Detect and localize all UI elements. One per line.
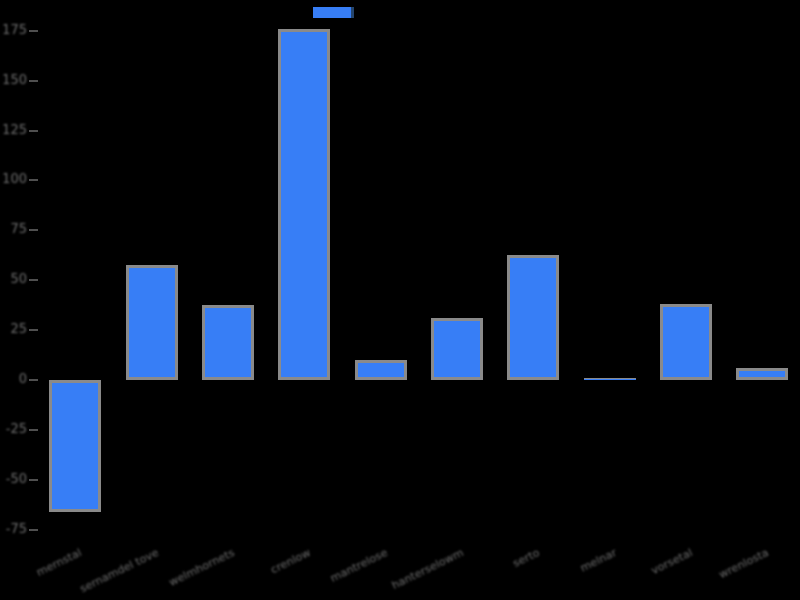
y-tick-label: 0 [18, 372, 27, 387]
y-tick-label: 100 [2, 172, 27, 188]
y-tick-label: 150 [2, 72, 27, 88]
y-tick-mark [29, 279, 38, 282]
y-tick-mark [29, 129, 38, 132]
bar-1 [49, 380, 102, 512]
bar-2 [125, 265, 178, 380]
y-tick-label: 50 [10, 272, 27, 288]
y-tick-label: -75 [5, 521, 27, 537]
y-tick-mark [29, 428, 38, 431]
bar-7 [507, 255, 560, 381]
y-tick-mark [29, 379, 38, 381]
y-tick-mark [29, 329, 38, 332]
y-tick-mark [29, 179, 38, 182]
y-tick-label: 25 [10, 322, 27, 338]
y-tick-label: 75 [10, 222, 27, 238]
y-tick-mark [29, 29, 38, 32]
bar-10 [736, 368, 789, 380]
y-tick-label: 125 [2, 122, 27, 138]
y-tick-mark [29, 79, 38, 82]
y-tick-label: -50 [5, 471, 27, 487]
bar-3 [201, 305, 254, 380]
y-tick-mark [29, 229, 38, 232]
y-tick-mark [29, 478, 38, 481]
bar-4 [278, 28, 331, 380]
y-tick-label: -25 [5, 421, 27, 437]
bar-6 [430, 318, 483, 380]
bar-9 [660, 304, 712, 380]
floating-dash-annotation [313, 7, 354, 18]
bar-8 [583, 378, 636, 380]
y-tick-label: 175 [2, 22, 27, 38]
bar-5 [354, 360, 407, 380]
y-tick-mark [29, 528, 38, 531]
